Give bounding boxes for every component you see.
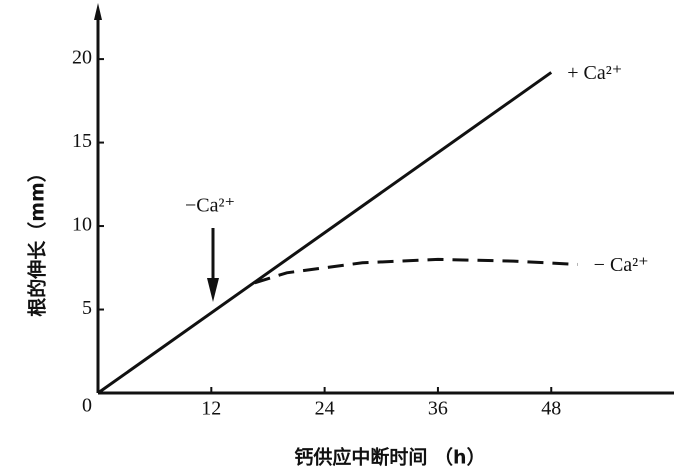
y-tick-label: 15 — [72, 130, 92, 152]
annotation: −Ca²⁺ — [185, 195, 235, 217]
series-line — [97, 71, 553, 395]
y-axis-label: 根的伸长（mm） — [26, 163, 49, 317]
series-line — [254, 257, 578, 285]
y-tick-label: 10 — [72, 214, 92, 236]
y-tick-label: 0 — [82, 395, 92, 417]
y-axis-arrow — [94, 3, 102, 20]
series-label: − Ca²⁺ — [594, 254, 649, 276]
x-tick-label: 12 — [201, 398, 221, 420]
x-tick-label: 24 — [315, 398, 335, 420]
x-tick-label: 36 — [428, 398, 448, 420]
x-tick-label: 48 — [541, 398, 561, 420]
annotation-arrowhead — [207, 278, 219, 302]
y-tick-label: 20 — [72, 47, 92, 69]
x-axis-label: 钙供应中断时间 （h） — [294, 446, 485, 469]
series-label: + Ca²⁺ — [567, 62, 622, 84]
y-tick-label: 5 — [82, 297, 92, 319]
